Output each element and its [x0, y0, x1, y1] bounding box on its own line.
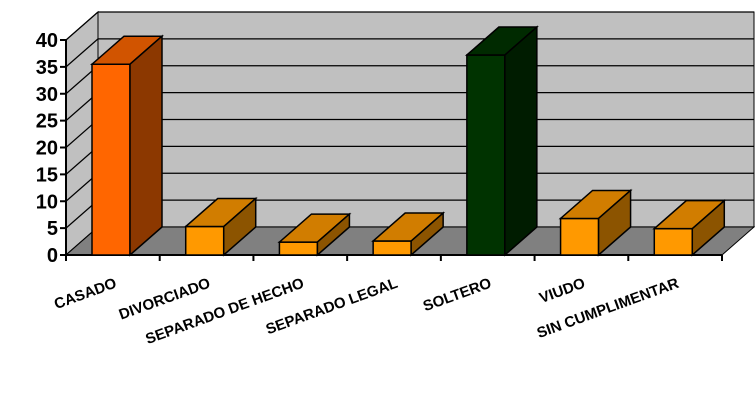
- bar-side-face: [222, 196, 257, 257]
- bar: [371, 211, 446, 257]
- y-tick-label: 40: [36, 30, 58, 52]
- bar-side-face: [410, 211, 444, 257]
- gridline-side: [65, 11, 99, 41]
- bar-front-face: [653, 227, 694, 256]
- gridlines: [65, 11, 754, 256]
- bar-side-face: [597, 188, 632, 257]
- y-tick-label: 5: [47, 218, 58, 240]
- gridline-side: [65, 38, 99, 68]
- x-tick-label: SEPARADO DE HECHO: [143, 275, 306, 348]
- bar: [652, 199, 727, 257]
- bar-side-face: [504, 25, 538, 257]
- bar-side-face: [129, 34, 163, 257]
- x-tick-label: CASADO: [52, 275, 119, 313]
- y-tick-label: 10: [36, 191, 58, 213]
- bar: [464, 25, 539, 257]
- bar-front-face: [466, 54, 506, 256]
- y-tick-label: 30: [36, 84, 58, 106]
- y-tick-label: 15: [36, 164, 58, 186]
- y-tick-label: 35: [36, 57, 58, 79]
- bar-front-face: [184, 225, 225, 256]
- y-tick-label: 25: [36, 111, 58, 133]
- bar: [277, 212, 352, 257]
- y-tick-label: 20: [36, 138, 58, 160]
- bar: [90, 34, 164, 257]
- x-tick-label: SOLTERO: [421, 275, 494, 316]
- bar-front-face: [91, 63, 131, 256]
- bar-front-face: [559, 217, 600, 256]
- bar: [183, 196, 258, 257]
- y-tick-labels: 0 5 10 15 20 25 30 35 40: [36, 30, 58, 267]
- bars: [90, 25, 727, 257]
- bar-side-face: [691, 199, 726, 257]
- bar-front-face: [278, 241, 319, 256]
- bar-front-face: [372, 240, 412, 256]
- x-tick-label: VIUDO: [537, 275, 588, 307]
- y-tick-label: 0: [47, 245, 58, 267]
- bar-side-face: [316, 212, 351, 257]
- bar: [558, 188, 633, 257]
